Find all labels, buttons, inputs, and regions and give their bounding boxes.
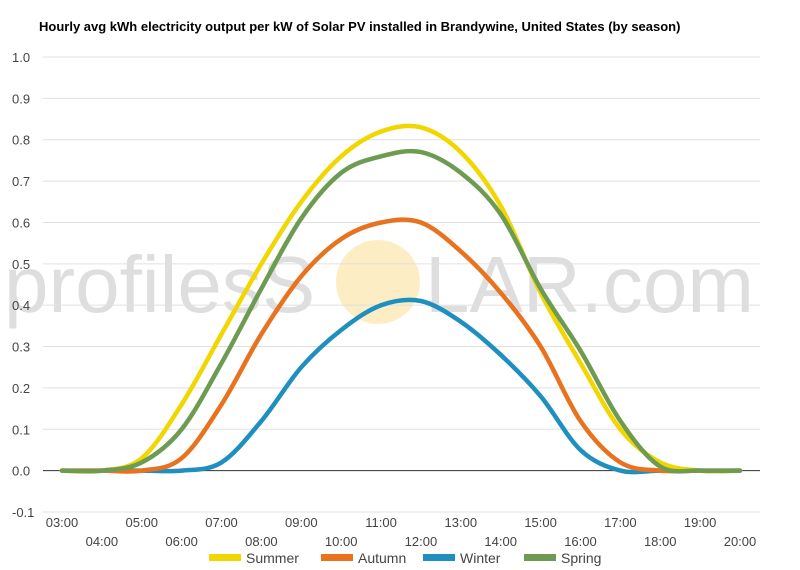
y-tick-label: 0.2 <box>12 381 30 396</box>
legend-item-autumn: Autumn <box>321 550 406 566</box>
x-tick-label: 12:00 <box>405 534 438 549</box>
legend-swatch <box>524 554 556 561</box>
legend-item-summer: Summer <box>209 550 299 566</box>
legend-label: Winter <box>460 550 501 566</box>
y-tick-label: 0.4 <box>12 298 30 313</box>
legend: Summer Autumn Winter Spring <box>209 550 601 566</box>
y-tick-label: -0.1 <box>12 505 34 520</box>
legend-item-winter: Winter <box>423 550 501 566</box>
x-tick-label: 11:00 <box>365 515 397 530</box>
legend-swatch <box>209 554 241 561</box>
y-tick-label: 0.8 <box>12 133 30 148</box>
chart-title: Hourly avg kWh electricity output per kW… <box>39 19 681 34</box>
x-tick-label: 09:00 <box>285 515 318 530</box>
x-tick-label: 16:00 <box>564 534 597 549</box>
y-axis-ticks: 1.0 0.9 0.8 0.7 0.6 0.5 0.4 0.3 0.2 0.1 0.0 -0.1 <box>12 50 34 520</box>
x-tick-label: 03:00 <box>46 515 79 530</box>
x-tick-label: 18:00 <box>644 534 677 549</box>
legend-label: Spring <box>561 550 601 566</box>
x-axis-ticks: 03:00 04:00 05:00 06:00 07:00 08:00 09:00 10:00… <box>46 515 757 549</box>
x-tick-label: 05:00 <box>125 515 158 530</box>
x-tick-label: 14:00 <box>484 534 517 549</box>
x-tick-label: 20:00 <box>724 534 757 549</box>
series-line-summer <box>59 123 743 474</box>
legend-swatch <box>423 554 455 561</box>
x-tick-label: 15:00 <box>524 515 557 530</box>
series-line-winter <box>59 297 743 475</box>
x-tick-label: 10:00 <box>325 534 358 549</box>
y-tick-label: 0.1 <box>12 422 30 437</box>
y-tick-label: 0.3 <box>12 340 30 355</box>
x-tick-label: 06:00 <box>165 534 198 549</box>
legend-label: Summer <box>246 550 299 566</box>
series-line-autumn <box>59 217 743 474</box>
series-layer <box>59 123 743 475</box>
x-tick-label: 07:00 <box>205 515 238 530</box>
x-tick-label: 19:00 <box>684 515 717 530</box>
x-tick-label: 13:00 <box>445 515 478 530</box>
x-tick-label: 04:00 <box>86 534 119 549</box>
series-line-spring <box>59 148 743 474</box>
y-tick-label: 0.6 <box>12 215 30 230</box>
x-tick-label: 17:00 <box>604 515 637 530</box>
legend-swatch <box>321 554 353 561</box>
y-tick-label: 1.0 <box>12 50 30 65</box>
y-tick-label: 0.0 <box>12 464 30 479</box>
grid-layer <box>43 56 760 513</box>
y-tick-label: 0.9 <box>12 91 30 106</box>
legend-label: Autumn <box>358 550 406 566</box>
y-tick-label: 0.5 <box>12 257 30 272</box>
x-tick-label: 08:00 <box>245 534 278 549</box>
y-tick-label: 0.7 <box>12 174 30 189</box>
legend-item-spring: Spring <box>524 550 601 566</box>
